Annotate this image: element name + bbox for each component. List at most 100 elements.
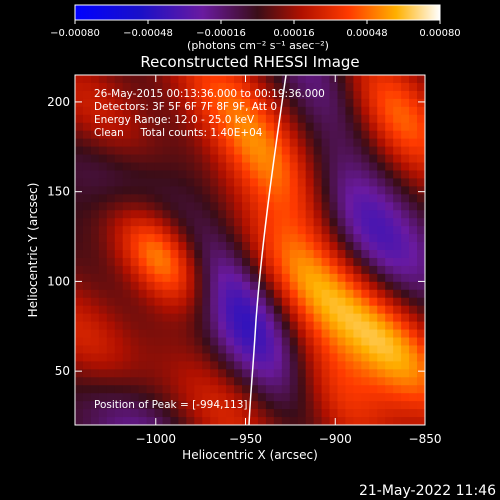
heatmap-cell [305, 305, 315, 315]
heatmap-cell [226, 345, 235, 355]
heatmap-cell [202, 114, 211, 124]
heatmap-cell [257, 305, 267, 315]
heatmap-cell [289, 250, 299, 259]
heatmap-cell [234, 289, 243, 299]
heatmap-cell [146, 305, 156, 315]
heatmap-cell [401, 202, 410, 211]
heatmap-cell [75, 401, 84, 410]
heatmap-cell [337, 114, 347, 124]
heatmap-cell [377, 250, 386, 259]
heatmap-cell [114, 329, 124, 339]
heatmap-cell [218, 305, 227, 315]
heatmap-cell [82, 162, 92, 172]
heatmap-cell [202, 146, 211, 156]
heatmap-cell [90, 257, 100, 267]
heatmap-cell [186, 321, 195, 331]
heatmap-cell [409, 226, 418, 235]
heatmap-cell [154, 329, 164, 339]
heatmap-cell [226, 162, 235, 172]
heatmap-cell [297, 321, 307, 331]
heatmap-cell [122, 178, 132, 187]
heatmap-cell [289, 289, 299, 299]
heatmap-cell [369, 75, 378, 84]
heatmap-cell [146, 313, 156, 323]
heatmap-cell [377, 313, 386, 323]
heatmap-cell [289, 265, 299, 275]
heatmap-cell [297, 329, 307, 339]
heatmap-cell [250, 90, 259, 100]
heatmap-cell [417, 409, 425, 418]
heatmap-cell [273, 329, 283, 339]
heatmap-cell [321, 178, 331, 187]
heatmap-cell [321, 345, 331, 355]
heatmap-cell [162, 218, 172, 227]
heatmap-cell [234, 106, 243, 116]
heatmap-cell [122, 401, 132, 410]
heatmap-cell [162, 409, 172, 418]
heatmap-cell [130, 106, 140, 116]
heatmap-cell [114, 130, 124, 140]
heatmap-cell [401, 250, 410, 259]
heatmap-cell [122, 273, 132, 283]
heatmap-cell [210, 202, 219, 211]
heatmap-cell [257, 257, 267, 267]
heatmap-cell [393, 273, 402, 283]
heatmap-cell [242, 186, 251, 195]
heatmap-cell [361, 417, 370, 425]
heatmap-cell [297, 250, 307, 259]
heatmap-cell [345, 337, 355, 347]
heatmap-cell [297, 162, 307, 172]
heatmap-cell [162, 329, 172, 339]
heatmap-cell [82, 210, 92, 219]
heatmap-cell [385, 273, 394, 283]
heatmap-cell [409, 353, 418, 362]
heatmap-cell [154, 90, 164, 100]
heatmap-cell [257, 385, 267, 394]
heatmap-cell [321, 393, 331, 402]
heatmap-cell [242, 130, 251, 140]
heatmap-cell [409, 305, 418, 315]
heatmap-cell [146, 170, 156, 180]
heatmap-cell [90, 122, 100, 132]
heatmap-cell [122, 345, 132, 355]
heatmap-cell [401, 265, 410, 275]
heatmap-cell [194, 337, 203, 347]
heatmap-cell [194, 257, 203, 267]
heatmap-cell [178, 162, 187, 172]
heatmap-cell [218, 409, 227, 418]
heatmap-cell [273, 345, 283, 355]
heatmap-cell [321, 114, 331, 124]
heatmap-cell [297, 337, 307, 347]
heatmap-cell [250, 178, 259, 187]
heatmap-cell [82, 250, 92, 259]
heatmap-cell [226, 289, 235, 299]
heatmap-cell [75, 265, 84, 275]
heatmap-cell [106, 273, 116, 283]
heatmap-cell [106, 385, 116, 394]
heatmap-cell [257, 146, 267, 156]
heatmap-cell [186, 75, 195, 84]
heatmap-cell [130, 385, 140, 394]
heatmap-cell [75, 114, 84, 124]
heatmap-cell [321, 162, 331, 172]
heatmap-cell [122, 130, 132, 140]
heatmap-cell [75, 257, 84, 267]
heatmap-cell [178, 409, 187, 418]
heatmap-cell [305, 226, 315, 235]
heatmap-cell [313, 154, 323, 164]
heatmap-cell [242, 146, 251, 156]
heatmap-cell [409, 297, 418, 307]
heatmap-cell [297, 385, 307, 394]
heatmap-cell [178, 297, 187, 307]
heatmap-cell [82, 154, 92, 164]
heatmap-cell [377, 417, 386, 425]
heatmap-cell [417, 305, 425, 315]
heatmap-cell [305, 345, 315, 355]
heatmap-cell [353, 178, 362, 187]
heatmap-cell [345, 186, 355, 195]
heatmap-cell [75, 98, 84, 108]
heatmap-cell [178, 154, 187, 164]
heatmap-cell [130, 218, 140, 227]
heatmap-cell [385, 218, 394, 227]
heatmap-cell [242, 401, 251, 410]
